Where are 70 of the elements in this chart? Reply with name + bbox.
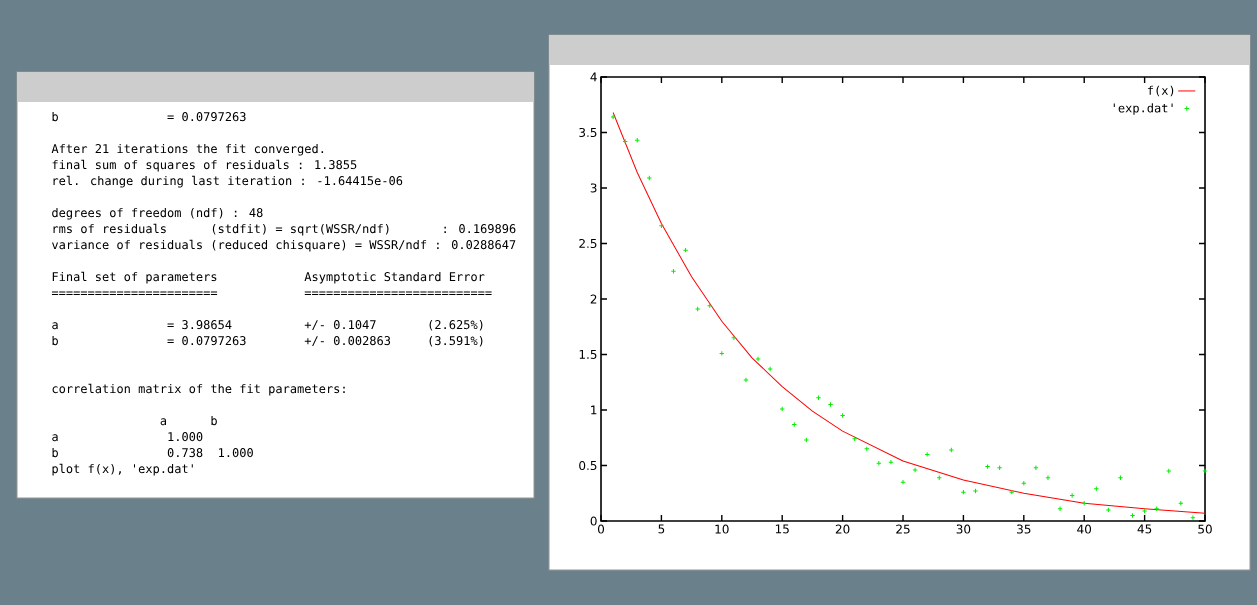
point — [972, 488, 979, 494]
point — [1178, 500, 1184, 506]
text: rel. change during last iteration : -1.64415e-06 — [53, 175, 403, 188]
y-tick-label: 2 — [590, 294, 597, 304]
point — [755, 356, 761, 362]
text: final sum of squares of residuals : 1.3855 — [52, 159, 357, 172]
x-tick-label: 45 — [1137, 524, 1152, 534]
point — [1166, 468, 1172, 474]
point — [948, 447, 955, 453]
y-tick-label: 4 — [590, 72, 597, 82]
text: a b — [160, 415, 217, 426]
text: After 21 iterations the fit converged. — [51, 143, 324, 156]
point — [767, 366, 773, 372]
x-tick-label: 40 — [1077, 524, 1092, 534]
point — [1129, 512, 1136, 519]
y-tick-label: 0 — [590, 516, 597, 526]
point — [827, 401, 834, 408]
point — [1190, 514, 1196, 521]
x-tick-label: 20 — [835, 524, 850, 534]
x-tick-label: 25 — [896, 524, 910, 534]
legend-label: f(x) — [1147, 85, 1174, 97]
point — [1202, 468, 1208, 474]
point — [1009, 489, 1015, 495]
text: correlation matrix of the fit parameters: — [52, 383, 345, 396]
x-tick-label: 30 — [956, 524, 971, 534]
legend-label: 'exp.dat' — [1113, 103, 1173, 115]
y-tick-label: 2.5 — [579, 238, 597, 249]
point — [1057, 506, 1063, 512]
point — [610, 114, 616, 120]
text: plot f(x), 'exp.dat' — [52, 463, 193, 476]
text: variance of residuals (reduced chisquare) = WSSR/ndf : 0.0288647 — [52, 239, 516, 252]
x-tick-label: 0 — [597, 524, 605, 534]
x-tick-label: 35 — [1017, 524, 1031, 534]
point — [900, 479, 906, 485]
point — [1141, 508, 1148, 514]
text: Final set of parameters Asymptotic Standard Error — [52, 271, 485, 284]
point — [851, 436, 858, 442]
y-tick-label: 3.5 — [579, 127, 597, 138]
point — [694, 306, 701, 312]
point — [779, 406, 785, 412]
point — [1069, 492, 1075, 499]
point — [888, 459, 894, 465]
text: rms of residuals (stdfit) = sqrt(WSSR/ndf) : 0.169896 — [53, 223, 516, 236]
point — [984, 463, 991, 470]
point — [731, 335, 737, 341]
point — [1045, 475, 1051, 481]
text: b = 0.0797263 +/- 0.002863 (3.591%) — [52, 335, 483, 347]
point — [1105, 507, 1112, 513]
y-tick-label: 1 — [591, 405, 597, 415]
x-tick-label: 50 — [1198, 524, 1212, 534]
text: b 0.738 1.000 — [52, 447, 253, 458]
point — [960, 489, 967, 495]
x-tick-label: 10 — [715, 524, 729, 534]
text: b = 0.0797263 — [52, 111, 246, 122]
point — [743, 377, 749, 383]
y-tick-label: 3 — [590, 183, 597, 193]
point — [912, 467, 918, 473]
point — [839, 412, 846, 419]
point — [646, 175, 653, 181]
text: a 1.000 — [52, 432, 203, 442]
text: ======================= ========================== — [51, 291, 492, 295]
point — [803, 437, 810, 443]
x-tick-label: 15 — [775, 524, 789, 534]
point — [876, 460, 882, 466]
y-tick-label: 1.5 — [579, 350, 597, 359]
text: a = 3.98654 +/- 0.1047 (2.625%) — [52, 319, 483, 331]
point — [1033, 465, 1039, 471]
text: degrees of freedom (ndf) : 48 — [52, 207, 263, 220]
y-tick-label: 0.5 — [579, 460, 597, 471]
x-tick-label: 5 — [658, 524, 665, 534]
